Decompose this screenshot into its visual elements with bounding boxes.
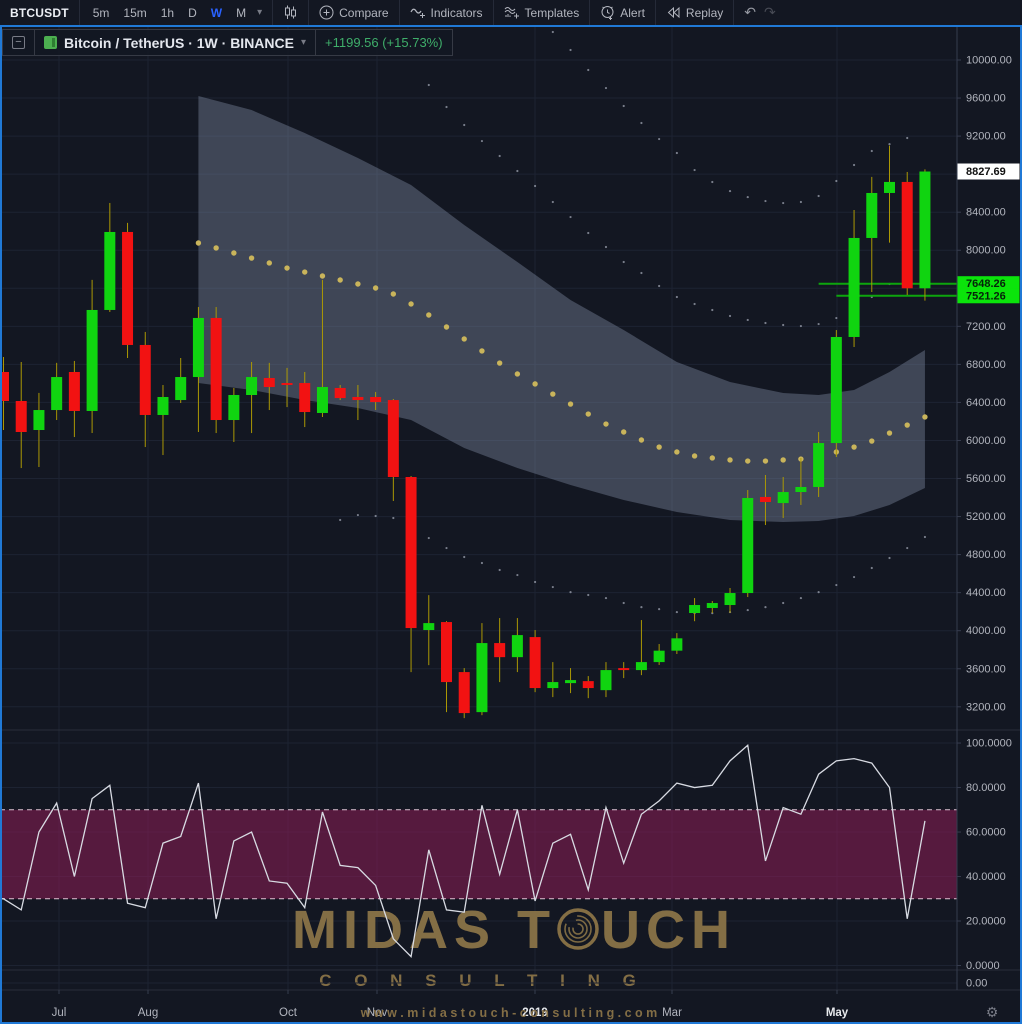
- svg-text:3200.00: 3200.00: [966, 701, 1006, 713]
- svg-text:8827.69: 8827.69: [966, 166, 1006, 178]
- timeframe-1w[interactable]: W: [210, 5, 223, 20]
- top-toolbar: BTCUSDT 5m 15m 1h D W M ▾ Comp: [0, 0, 1022, 25]
- legend-title: Bitcoin / TetherUS · 1W · BINANCE: [64, 34, 294, 51]
- chevron-down-icon[interactable]: ▾: [257, 7, 263, 18]
- svg-text:10000.00: 10000.00: [966, 55, 1012, 67]
- svg-text:8400.00: 8400.00: [966, 207, 1006, 219]
- replay-button[interactable]: Replay: [666, 6, 723, 20]
- svg-text:40.0000: 40.0000: [966, 871, 1006, 883]
- svg-text:5600.00: 5600.00: [966, 473, 1006, 485]
- alert-clock-icon: [601, 6, 614, 20]
- svg-text:20.0000: 20.0000: [966, 916, 1006, 928]
- alert-button[interactable]: Alert: [600, 5, 645, 20]
- svg-text:UCH: UCH: [601, 900, 736, 960]
- indicators-button[interactable]: Indicators: [409, 5, 483, 20]
- svg-text:6000.00: 6000.00: [966, 435, 1006, 447]
- svg-text:7200.00: 7200.00: [966, 321, 1006, 333]
- svg-text:w w w . m i d a s t o u c h -: w w w . m i d a s t o u c h - c o n s u …: [360, 1006, 658, 1020]
- symbol-button[interactable]: BTCUSDT: [10, 5, 69, 20]
- redo-icon: ↷: [764, 4, 776, 20]
- rsi-line: [0, 743, 926, 958]
- timeframe-15m[interactable]: 15m: [123, 5, 147, 20]
- svg-text:7648.26: 7648.26: [966, 278, 1006, 290]
- svg-text:6400.00: 6400.00: [966, 397, 1006, 409]
- svg-text:9200.00: 9200.00: [966, 131, 1006, 143]
- svg-text:Mar: Mar: [662, 1007, 682, 1019]
- indicators-icon: [409, 8, 425, 18]
- svg-text:5200.00: 5200.00: [966, 511, 1006, 523]
- svg-text:7521.26: 7521.26: [966, 290, 1006, 302]
- svg-text:May: May: [826, 1007, 849, 1019]
- collapse-legend-button[interactable]: −: [12, 36, 25, 49]
- svg-text:3600.00: 3600.00: [966, 663, 1006, 675]
- svg-text:0.0000: 0.0000: [966, 960, 1000, 972]
- svg-text:9600.00: 9600.00: [966, 93, 1006, 105]
- svg-text:4000.00: 4000.00: [966, 625, 1006, 637]
- price-change-badge: +1199.56 (+15.73%): [325, 35, 443, 50]
- timeframe-1d[interactable]: D: [188, 5, 197, 20]
- svg-text:2019: 2019: [522, 1007, 548, 1019]
- svg-text:0.00: 0.00: [966, 978, 987, 990]
- svg-text:6800.00: 6800.00: [966, 359, 1006, 371]
- symbol-legend[interactable]: Bitcoin / TetherUS · 1W · BINANCE ▾: [35, 30, 316, 55]
- bollinger-band-area: [198, 96, 925, 522]
- svg-text:MIDAS T: MIDAS T: [292, 900, 556, 960]
- chevron-down-icon[interactable]: ▾: [300, 37, 306, 48]
- candlesticks: [0, 145, 931, 719]
- timeframe-1h[interactable]: 1h: [160, 5, 175, 20]
- svg-text:60.0000: 60.0000: [966, 827, 1006, 839]
- svg-text:Aug: Aug: [138, 1007, 158, 1019]
- price-axis[interactable]: 10000.009600.009200.008800.008400.008000…: [957, 55, 1020, 990]
- templates-icon: [504, 7, 519, 19]
- time-axis-settings-gear-icon[interactable]: ⚙: [986, 1004, 999, 1020]
- compare-button[interactable]: Compare: [319, 5, 389, 20]
- templates-button[interactable]: Templates: [504, 5, 579, 20]
- midas-touch-watermark: MIDAS T UCH C O N S U L T I N G: [292, 900, 736, 990]
- svg-text:C O N S U L T I N G: C O N S U L T I N G: [319, 971, 645, 990]
- svg-text:80.0000: 80.0000: [966, 782, 1006, 794]
- compare-icon: [319, 5, 334, 20]
- svg-text:Nov: Nov: [367, 1007, 388, 1019]
- svg-text:4400.00: 4400.00: [966, 587, 1006, 599]
- timeframe-5m[interactable]: 5m: [92, 5, 110, 20]
- time-axis[interactable]: Jul Aug Oct Nov 2019 Mar May ⚙: [52, 990, 999, 1020]
- svg-text:Oct: Oct: [279, 1007, 298, 1019]
- undo-button[interactable]: ↶: [744, 4, 757, 20]
- chart-style-button[interactable]: [283, 5, 298, 20]
- replay-icon: [667, 6, 680, 19]
- pane-separators: [0, 27, 1022, 991]
- candlestick-icon: [285, 5, 297, 19]
- watermark-url: w w w . m i d a s t o u c h - c o n s u …: [360, 1006, 658, 1020]
- bitcoin-logo-icon: [44, 36, 57, 49]
- svg-text:8000.00: 8000.00: [966, 245, 1006, 257]
- svg-text:4800.00: 4800.00: [966, 549, 1006, 561]
- chart-legend: − Bitcoin / TetherUS · 1W · BINANCE ▾ +1…: [2, 29, 453, 56]
- svg-text:Jul: Jul: [52, 1007, 67, 1019]
- svg-text:100.0000: 100.0000: [966, 738, 1012, 750]
- timeframe-1m[interactable]: M: [236, 5, 247, 20]
